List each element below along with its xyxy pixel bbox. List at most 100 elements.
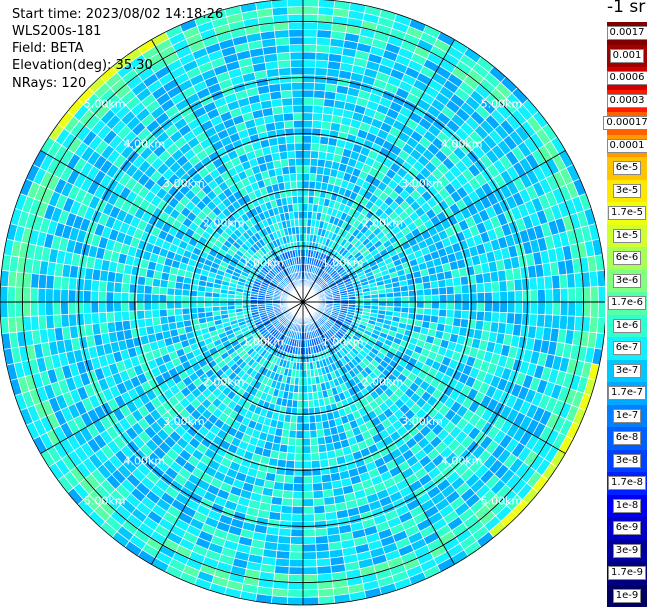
beta-sector bbox=[29, 301, 39, 317]
beta-sector bbox=[275, 44, 291, 54]
beta-sector bbox=[582, 301, 592, 318]
beta-sector bbox=[306, 384, 313, 394]
range-ring-label: 2.00km bbox=[362, 217, 404, 230]
beta-sector bbox=[294, 452, 304, 462]
beta-sector bbox=[313, 89, 326, 99]
beta-sector bbox=[302, 498, 315, 507]
beta-sector bbox=[452, 276, 462, 287]
beta-sector bbox=[302, 210, 309, 220]
beta-sector bbox=[298, 218, 304, 227]
beta-sector bbox=[313, 82, 327, 92]
beta-sector bbox=[273, 572, 290, 583]
start-time-text: Start time: 2023/08/02 14:18:26 bbox=[12, 7, 224, 22]
colorbar-cell: 0.0001 bbox=[606, 134, 647, 157]
beta-sector bbox=[558, 315, 569, 331]
beta-sector bbox=[83, 312, 93, 326]
beta-sector bbox=[302, 536, 317, 545]
beta-sector bbox=[287, 573, 304, 583]
beta-sector bbox=[296, 415, 304, 424]
colorbar-cell: 0.0006 bbox=[606, 67, 647, 90]
beta-sector bbox=[459, 275, 470, 286]
beta-sector bbox=[295, 430, 304, 439]
beta-sector bbox=[158, 294, 168, 303]
colorbar-cell: 1e-6 bbox=[607, 314, 647, 337]
beta-sector bbox=[288, 566, 304, 576]
beta-sector bbox=[312, 497, 325, 507]
beta-sector bbox=[453, 293, 463, 303]
beta-sectors bbox=[0, 0, 605, 606]
beta-sector bbox=[422, 281, 432, 290]
beta-sector bbox=[309, 429, 318, 439]
beta-sector bbox=[302, 142, 312, 152]
beta-sector bbox=[293, 468, 304, 477]
beta-sector bbox=[461, 292, 471, 303]
beta-sector bbox=[286, 444, 296, 454]
beta-sector bbox=[174, 307, 183, 316]
beta-sector bbox=[37, 273, 48, 289]
beta-sector bbox=[275, 550, 291, 560]
beta-sector bbox=[423, 288, 432, 297]
beta-sector bbox=[522, 289, 531, 303]
colorbar-cell: 1.7e-5 bbox=[607, 202, 647, 225]
beta-sector bbox=[446, 301, 455, 311]
beta-sector bbox=[291, 89, 304, 99]
beta-sector bbox=[309, 437, 319, 447]
beta-sector bbox=[313, 505, 326, 515]
beta-sector bbox=[291, 195, 299, 205]
beta-sector bbox=[75, 289, 84, 303]
colorbar-cell: 0.001 bbox=[607, 44, 647, 67]
beta-sector bbox=[302, 0, 320, 8]
beta-sector bbox=[289, 59, 304, 68]
beta-sector bbox=[144, 317, 154, 328]
range-ring-label: 3.00km bbox=[401, 177, 443, 190]
beta-sector bbox=[159, 315, 169, 325]
beta-sector bbox=[282, 104, 294, 115]
beta-sector bbox=[446, 293, 455, 303]
device-text: WLS200s-181 bbox=[12, 24, 102, 39]
beta-sector bbox=[400, 290, 410, 298]
scan-info: Start time: 2023/08/02 14:18:26 WLS200s-… bbox=[12, 6, 223, 92]
beta-sector bbox=[431, 301, 440, 310]
colorbar-tick-label: 6e-7 bbox=[612, 341, 642, 356]
beta-sector bbox=[158, 308, 168, 318]
beta-sector bbox=[113, 301, 122, 313]
beta-sector bbox=[597, 301, 605, 319]
beta-sector bbox=[559, 301, 569, 317]
beta-sector bbox=[290, 74, 304, 83]
beta-sector bbox=[285, 459, 296, 469]
beta-sector bbox=[52, 288, 62, 303]
beta-sector bbox=[513, 278, 523, 292]
colorbar-cell: 6e-5 bbox=[607, 157, 647, 180]
beta-sector bbox=[128, 301, 137, 312]
beta-sector bbox=[283, 474, 295, 484]
beta-sector bbox=[293, 210, 300, 220]
beta-sector bbox=[302, 521, 316, 530]
range-ring-label: 1.00km bbox=[243, 336, 285, 349]
beta-sector bbox=[289, 173, 298, 182]
beta-sector bbox=[314, 535, 329, 545]
beta-sector bbox=[302, 543, 317, 553]
beta-sector bbox=[469, 301, 478, 312]
beta-sector bbox=[316, 557, 332, 568]
colorbar-tick-label: 6e-6 bbox=[612, 251, 642, 266]
beta-sector bbox=[316, 428, 325, 438]
beta-sector bbox=[37, 287, 47, 303]
beta-sector bbox=[90, 312, 100, 325]
beta-sector bbox=[315, 421, 324, 431]
colorbar-cell: 0.0017 bbox=[606, 22, 647, 45]
beta-sector bbox=[90, 290, 100, 303]
beta-sector bbox=[30, 315, 40, 331]
beta-sector bbox=[498, 280, 508, 293]
colorbar-cell: 6e-6 bbox=[607, 247, 647, 270]
beta-sector bbox=[98, 280, 108, 293]
range-ring-label: 5.00km bbox=[84, 98, 126, 111]
beta-sector bbox=[302, 452, 312, 462]
beta-sector bbox=[174, 314, 184, 323]
beta-sector bbox=[302, 558, 318, 568]
beta-sector bbox=[181, 295, 190, 303]
beta-sector bbox=[286, 150, 296, 160]
beta-sector bbox=[574, 286, 584, 303]
beta-sector bbox=[302, 89, 315, 99]
beta-sector bbox=[274, 29, 290, 39]
beta-sector bbox=[196, 301, 206, 308]
